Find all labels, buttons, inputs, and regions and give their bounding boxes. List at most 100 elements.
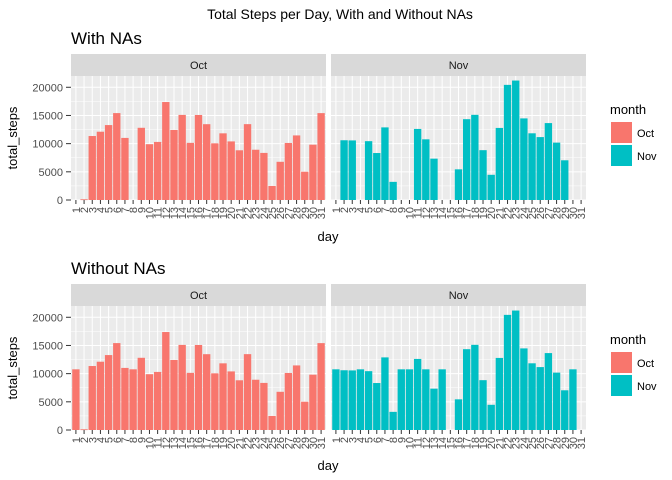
x-tick-label: 7 <box>120 207 132 213</box>
x-tick-label: 3 <box>87 437 99 443</box>
x-tick-label: 27 <box>283 207 295 219</box>
bar-oct-day-13 <box>170 359 178 430</box>
bar-nov-day-24 <box>520 348 528 430</box>
bar-nov-day-29 <box>561 390 569 430</box>
x-tick-label: 13 <box>429 207 441 219</box>
x-tick-label: 30 <box>308 437 320 449</box>
bar-nov-day-20 <box>487 174 495 200</box>
x-tick-label: 23 <box>511 207 523 219</box>
bar-nov-day-6 <box>373 153 381 200</box>
bar-oct-day-4 <box>96 131 105 200</box>
y-tick-label: 20000 <box>32 312 63 324</box>
x-tick-label: 2 <box>79 207 91 213</box>
x-tick-label: 2 <box>339 207 351 213</box>
x-tick-label: 3 <box>347 207 359 213</box>
legend-label-oct: Oct <box>637 128 654 140</box>
bar-oct-day-27 <box>284 372 293 430</box>
x-tick-label: 25 <box>527 437 539 449</box>
bar-nov-day-22 <box>503 84 512 200</box>
bar-oct-day-2 <box>80 199 88 201</box>
bar-oct-day-15 <box>186 372 195 430</box>
bar-oct-day-31 <box>317 113 325 200</box>
x-tick-label: 5 <box>104 437 116 443</box>
x-tick-label: 10 <box>144 437 156 449</box>
x-tick-label: 10 <box>404 437 416 449</box>
x-tick-label: 31 <box>316 437 328 449</box>
bar-nov-day-7 <box>381 127 389 200</box>
x-tick-label: 5 <box>364 207 376 213</box>
x-tick-label: 2 <box>339 437 351 443</box>
x-tick-label: 24 <box>259 437 271 449</box>
bar-nov-day-25 <box>528 363 536 430</box>
bar-oct-day-25 <box>268 185 276 200</box>
x-tick-label: 3 <box>347 437 359 443</box>
bar-nov-day-10 <box>405 369 414 430</box>
bar-oct-day-17 <box>202 124 211 200</box>
bar-nov-day-26 <box>536 367 544 430</box>
x-tick-label: 30 <box>308 207 320 219</box>
bar-oct-day-24 <box>260 152 268 200</box>
x-tick-label: 4 <box>355 207 367 213</box>
legend-swatch-oct <box>611 352 632 373</box>
x-tick-label: 1 <box>331 207 343 213</box>
x-tick-label: 6 <box>112 437 124 443</box>
x-tick-label: 15 <box>185 207 197 219</box>
x-tick-label: 18 <box>470 437 482 449</box>
x-tick-label: 14 <box>437 437 449 449</box>
bar-nov-day-18 <box>471 344 479 430</box>
bar-nov-day-2 <box>340 140 348 200</box>
x-tick-label: 31 <box>576 437 588 449</box>
x-tick-label: 29 <box>300 207 312 219</box>
x-tick-label: 11 <box>413 437 425 448</box>
x-tick-label: 27 <box>543 207 555 219</box>
bar-nov-day-11 <box>413 358 422 430</box>
legend-swatch-oct <box>611 122 632 143</box>
bar-nov-day-7 <box>381 357 389 430</box>
x-tick-label: 8 <box>388 207 400 213</box>
bar-oct-day-11 <box>153 371 162 430</box>
y-axis-label: total_steps <box>5 106 20 169</box>
bar-oct-day-26 <box>276 391 284 430</box>
facet-strip <box>71 54 326 76</box>
x-tick-label: 17 <box>462 437 474 449</box>
x-tick-label: 4 <box>355 437 367 443</box>
legend-swatch-nov <box>611 145 632 166</box>
bar-oct-day-29 <box>301 171 309 200</box>
x-tick-label: 29 <box>560 437 572 449</box>
bar-oct-day-3 <box>88 136 96 200</box>
x-tick-label: 11 <box>153 207 165 218</box>
x-tick-label: 20 <box>226 207 238 219</box>
x-tick-label: 20 <box>486 207 498 219</box>
x-tick-label: 14 <box>177 437 189 449</box>
bar-nov-day-14 <box>438 369 446 430</box>
x-tick-label: 30 <box>568 437 580 449</box>
bar-oct-day-6 <box>113 113 121 200</box>
x-axis-label: day <box>318 229 339 244</box>
x-tick-label: 18 <box>210 437 222 449</box>
x-tick-label: 14 <box>177 207 189 219</box>
x-tick-label: 29 <box>300 437 312 449</box>
x-tick-label: 24 <box>519 437 531 449</box>
legend-swatch-nov <box>611 375 632 396</box>
y-tick-label: 15000 <box>32 340 63 352</box>
bar-nov-day-26 <box>536 137 544 200</box>
bar-nov-day-2 <box>340 370 348 430</box>
bar-nov-day-28 <box>552 372 561 430</box>
bar-oct-day-7 <box>121 367 129 430</box>
bar-nov-day-6 <box>373 383 381 430</box>
x-tick-label: 15 <box>445 437 457 449</box>
bar-oct-day-21 <box>235 150 244 200</box>
x-tick-label: 4 <box>95 207 107 213</box>
x-tick-label: 9 <box>396 437 408 443</box>
facet-strip-label: Oct <box>190 60 207 72</box>
x-tick-label: 6 <box>372 207 384 213</box>
x-tick-label: 14 <box>437 207 449 219</box>
x-tick-label: 10 <box>144 207 156 219</box>
panel-title: With NAs <box>71 29 142 48</box>
bar-oct-day-22 <box>243 354 252 430</box>
bar-nov-day-22 <box>503 314 512 430</box>
bar-oct-day-15 <box>186 142 195 200</box>
bar-nov-day-12 <box>422 139 430 200</box>
bar-oct-day-25 <box>268 415 276 430</box>
bar-nov-day-24 <box>520 118 528 200</box>
